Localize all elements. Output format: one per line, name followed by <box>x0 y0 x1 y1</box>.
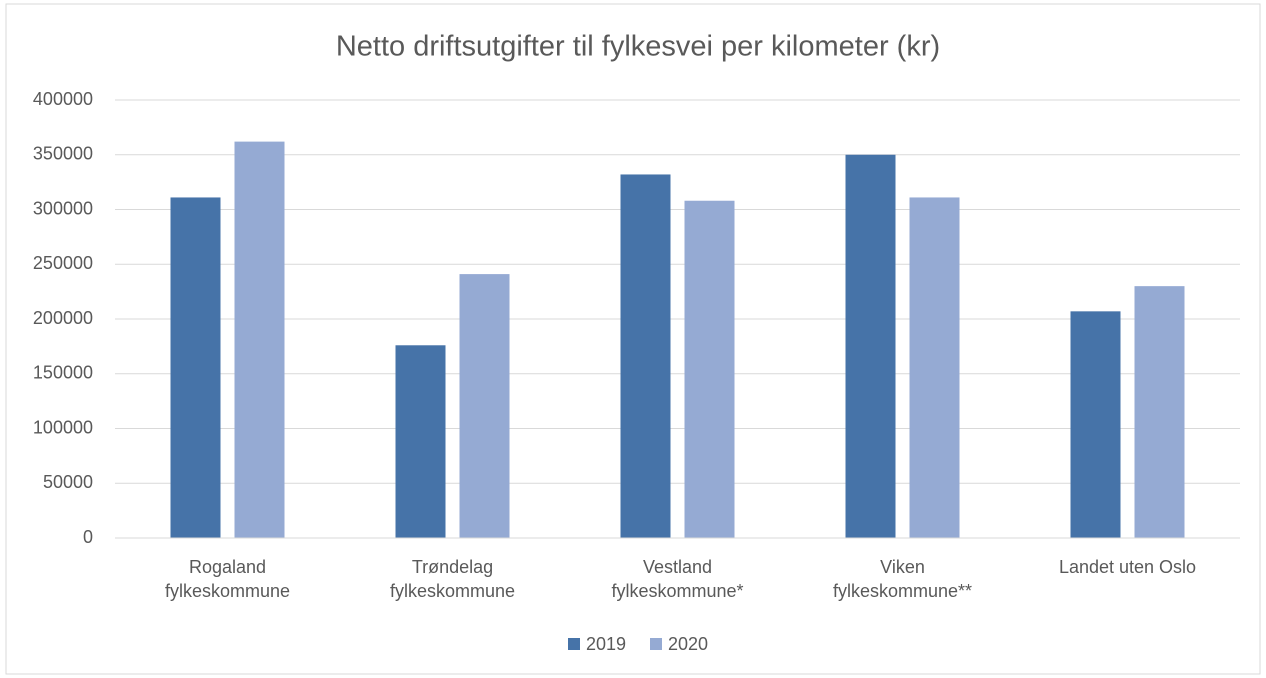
y-tick-label: 0 <box>83 527 93 547</box>
bar <box>395 345 446 538</box>
y-tick-label: 350000 <box>33 144 93 164</box>
y-tick-label: 400000 <box>33 89 93 109</box>
y-tick-label: 150000 <box>33 363 93 383</box>
y-tick-label: 250000 <box>33 253 93 273</box>
x-tick-label: Vestland fylkeskommune* <box>611 557 744 601</box>
y-tick-label: 50000 <box>43 472 93 492</box>
bar <box>684 200 735 539</box>
x-tick-label: Landet uten Oslo <box>1058 557 1197 577</box>
bar <box>845 154 896 538</box>
legend-label: 2019 <box>586 634 626 654</box>
bar <box>170 197 221 538</box>
bar <box>234 141 285 539</box>
y-tick-label: 200000 <box>33 308 93 328</box>
legend-swatch <box>650 638 662 650</box>
x-tick-label: Trøndelag fylkeskommune <box>389 557 516 601</box>
y-tick-label: 300000 <box>33 198 93 218</box>
bar <box>1070 311 1121 538</box>
legend-swatch <box>568 638 580 650</box>
bar <box>620 174 671 538</box>
bar <box>1134 286 1185 538</box>
x-tick-label: Viken fylkeskommune** <box>832 557 973 601</box>
x-tick-label: Rogaland fylkeskommune <box>164 557 291 601</box>
chart-title: Netto driftsutgifter til fylkesvei per k… <box>336 31 940 63</box>
y-tick-label: 100000 <box>33 417 93 437</box>
bar <box>459 274 510 538</box>
bar <box>909 197 960 538</box>
legend-label: 2020 <box>668 634 708 654</box>
